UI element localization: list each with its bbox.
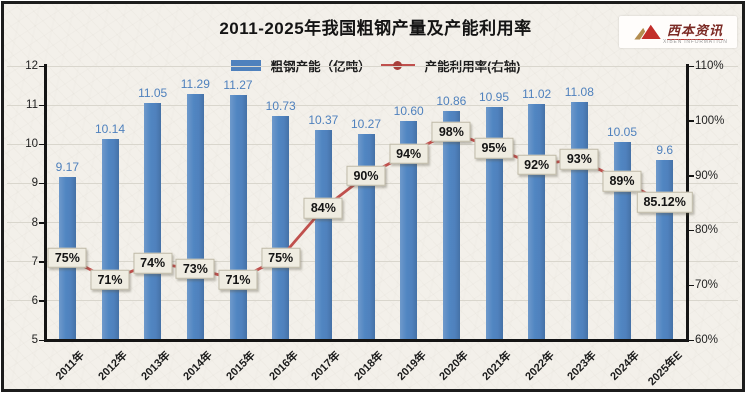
line-point-label: 71% xyxy=(90,269,130,290)
bar xyxy=(229,94,247,340)
y-axis-tick-right xyxy=(688,339,694,341)
bar-value-label: 9.6 xyxy=(656,142,673,157)
bar xyxy=(272,115,290,340)
line-point-label: 74% xyxy=(133,253,173,274)
gridline xyxy=(7,104,738,106)
bar-value-label: 10.95 xyxy=(478,90,510,105)
y-axis-tick-right xyxy=(688,175,694,177)
y-axis-label-left: 5 xyxy=(31,334,38,346)
bar-value-label: 10.14 xyxy=(94,121,126,136)
company-logo: 西本资讯 XIBEN INFORMATION xyxy=(619,16,737,48)
brand-caption: XIBEN INFORMATION xyxy=(663,39,728,45)
bar xyxy=(314,129,332,340)
line-point-label: 95% xyxy=(474,137,514,159)
y-axis-label-right: 110% xyxy=(695,60,724,72)
bar xyxy=(442,110,460,340)
gridline xyxy=(7,65,738,67)
bar-value-label: 9.17 xyxy=(55,159,80,174)
line-point-label: 98% xyxy=(431,121,471,142)
line-point-label: 92% xyxy=(517,154,557,175)
mountain-logo-icon xyxy=(634,22,663,40)
y-axis-label-right: 60% xyxy=(695,334,719,346)
brand-name: 西本资讯 xyxy=(666,23,723,40)
y-axis-label-right: 90% xyxy=(695,169,719,182)
bar xyxy=(101,138,119,340)
line-point-label: 85.12% xyxy=(636,192,693,213)
y-axis-label-left: 6 xyxy=(31,294,38,307)
y-axis-tick-right xyxy=(688,284,694,287)
y-axis-label-left: 8 xyxy=(31,216,38,229)
line-point-label: 75% xyxy=(261,247,301,269)
bar-value-label: 10.05 xyxy=(606,125,638,140)
line-point-label: 89% xyxy=(602,170,642,192)
y-axis-tick-left xyxy=(39,104,44,107)
y-axis-tick-right xyxy=(688,229,694,232)
bar-value-label: 10.37 xyxy=(308,112,339,127)
y-axis-label-left: 9 xyxy=(31,177,38,190)
y-axis-tick-left xyxy=(39,339,44,341)
legend-label-line: 产能利用率(右轴) xyxy=(424,60,521,74)
chart-title: 2011-2025年我国粗钢产量及产能利用率 xyxy=(219,19,532,38)
bar xyxy=(656,159,674,340)
y-axis-left xyxy=(44,64,47,342)
y-axis-tick-right xyxy=(688,120,694,122)
bar-value-label: 11.08 xyxy=(564,85,594,99)
bar-value-label: 10.27 xyxy=(350,116,382,131)
line-point-label: 75% xyxy=(47,247,87,269)
line-point-label: 73% xyxy=(175,258,215,279)
y-axis-tick-left xyxy=(39,143,44,146)
y-axis-tick-right xyxy=(688,65,694,67)
y-axis-label-left: 10 xyxy=(25,138,38,151)
bar-value-label: 10.60 xyxy=(393,103,424,118)
y-axis-label-left: 7 xyxy=(31,255,38,268)
y-axis-label-right: 80% xyxy=(695,224,719,237)
bar-value-label: 11.02 xyxy=(522,87,552,102)
bar-value-label: 10.86 xyxy=(436,93,467,108)
y-axis-label-right: 70% xyxy=(695,279,719,292)
line-point-label: 71% xyxy=(218,269,258,290)
y-axis-tick-left xyxy=(39,222,44,224)
bar xyxy=(186,93,204,340)
y-axis-label-right: 100% xyxy=(695,114,725,127)
line-point-label: 90% xyxy=(346,165,386,186)
y-axis-label-left: 12 xyxy=(25,60,38,72)
y-axis-tick-left xyxy=(39,182,44,185)
y-axis-tick-left xyxy=(39,300,44,302)
bar xyxy=(570,102,588,340)
legend-label-bars: 粗钢产能（亿吨） xyxy=(270,60,371,74)
bar xyxy=(528,104,546,340)
bar-value-label: 11.27 xyxy=(223,77,253,92)
y-axis-tick-left xyxy=(39,261,44,263)
bar xyxy=(144,103,162,340)
x-axis xyxy=(44,339,689,342)
bar-value-label: 11.05 xyxy=(138,86,168,101)
line-point-label: 84% xyxy=(303,198,343,219)
bar-value-label: 10.73 xyxy=(265,98,296,113)
line-point-label: 94% xyxy=(389,143,429,164)
y-axis-label-left: 11 xyxy=(26,99,38,112)
line-point-label: 93% xyxy=(559,148,599,170)
bar-value-label: 11.29 xyxy=(180,76,210,91)
y-axis-tick-left xyxy=(39,65,44,67)
